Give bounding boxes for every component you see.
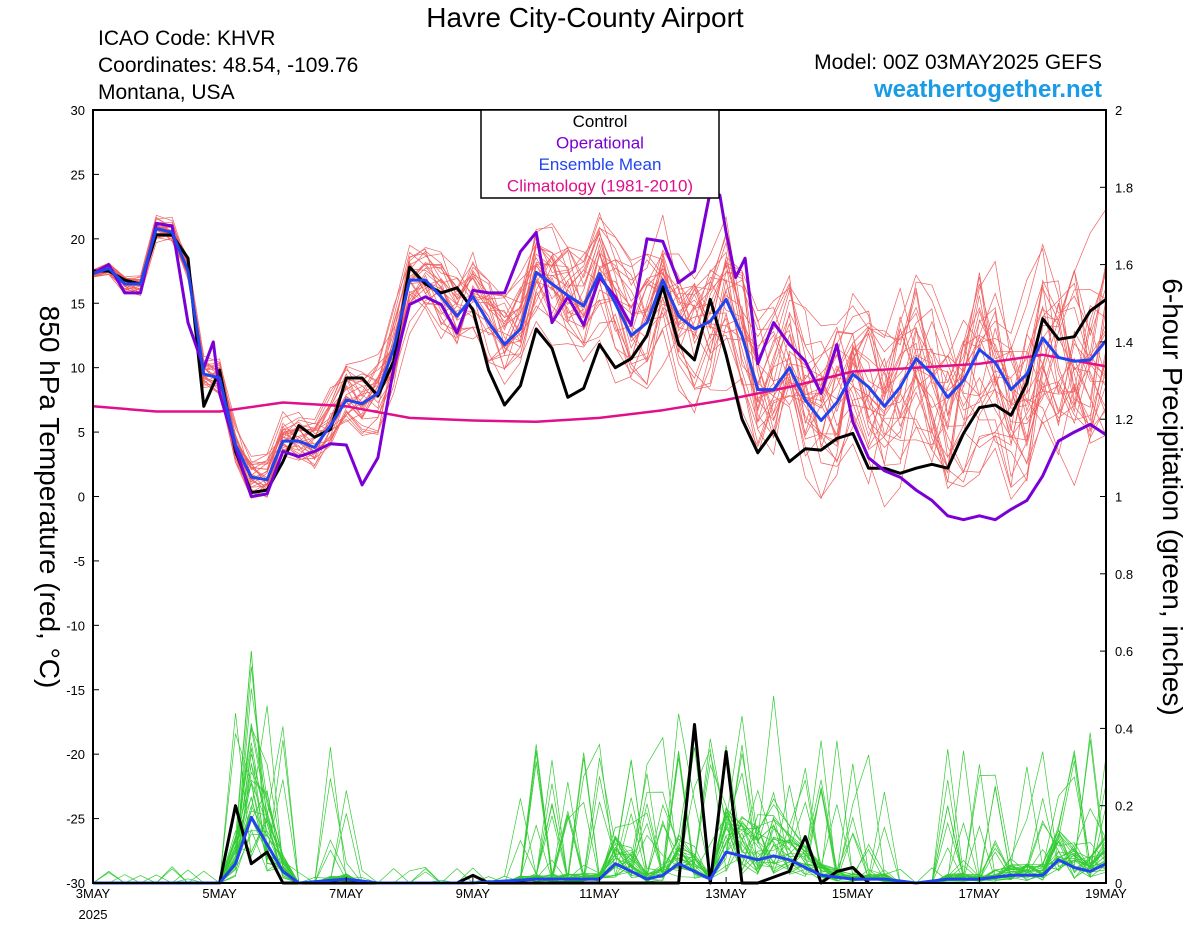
y2-tick-label: 0 bbox=[1115, 876, 1122, 891]
y2-tick-label: 1.6 bbox=[1115, 258, 1133, 273]
ensemble-temp-line bbox=[92, 226, 1107, 471]
legend: Control Operational Ensemble Mean Climatolo… bbox=[480, 109, 720, 199]
ensemble-temp-line bbox=[92, 216, 1107, 474]
y2-axis-label: 6-hour Precipitation (green, inches) bbox=[1157, 278, 1188, 715]
region-label: Montana, USA bbox=[98, 81, 235, 104]
y-tick-label: -25 bbox=[66, 812, 85, 827]
y2-tick-label: 0.4 bbox=[1115, 721, 1133, 736]
x-tick-label: 13MAY bbox=[705, 886, 747, 901]
x-tick-label: 9MAY bbox=[456, 886, 491, 901]
y2-tick-label: 1.4 bbox=[1115, 335, 1133, 350]
model-run-label: Model: 00Z 03MAY2025 GEFS bbox=[814, 51, 1102, 74]
coordinates: Coordinates: 48.54, -109.76 bbox=[98, 54, 359, 77]
x-tick-label: 17MAY bbox=[959, 886, 1001, 901]
ensemble-temp-line bbox=[92, 209, 1107, 508]
y-tick-label: 25 bbox=[71, 167, 85, 182]
ensemble-temp-line bbox=[92, 216, 1107, 493]
legend-entry: Climatology (1981-2010) bbox=[507, 177, 693, 196]
series-lines bbox=[92, 189, 1108, 885]
y-axis-label: 850 hPa Temperature (red, °C) bbox=[34, 306, 65, 689]
y-tick-label: 30 bbox=[71, 103, 85, 118]
ensemble-temp-line bbox=[92, 223, 1107, 490]
legend-box bbox=[480, 109, 720, 199]
ensemble-temp-line bbox=[92, 229, 1107, 499]
y-tick-label: 0 bbox=[78, 490, 85, 505]
control-precip-line bbox=[93, 723, 870, 885]
y2-tick-label: 2 bbox=[1115, 103, 1122, 118]
x-tick-label: 11MAY bbox=[579, 886, 620, 901]
climatology-1981-2010-temp-line bbox=[92, 353, 1107, 424]
y-tick-label: -20 bbox=[66, 747, 85, 762]
ensemble-mean-precip-line bbox=[93, 815, 1107, 885]
y2-tick-label: 0.8 bbox=[1115, 567, 1133, 582]
x-tick-label: 5MAY bbox=[202, 886, 237, 901]
axes: 302520151050-5-10-15-20-25-3021.81.61.41… bbox=[66, 103, 1133, 922]
y-tick-label: -30 bbox=[66, 876, 85, 891]
ensemble-temp-line bbox=[93, 225, 1107, 489]
x-tick-label: 19MAY bbox=[1085, 886, 1127, 901]
y-tick-label: -10 bbox=[66, 618, 85, 633]
y-tick-label: 15 bbox=[71, 296, 85, 311]
y-tick-label: -5 bbox=[73, 554, 85, 569]
y-tick-label: 20 bbox=[71, 232, 85, 247]
page-title: Havre City-County Airport bbox=[426, 2, 744, 33]
legend-entry: Ensemble Mean bbox=[539, 155, 662, 174]
ensemble-mean-temp-line bbox=[92, 227, 1108, 482]
x-tick-year-label: 2025 bbox=[79, 907, 108, 922]
icao-code: ICAO Code: KHVR bbox=[98, 27, 276, 50]
x-tick-label: 7MAY bbox=[329, 886, 364, 901]
y-tick-label: -15 bbox=[66, 683, 85, 698]
y2-tick-label: 1.8 bbox=[1115, 180, 1133, 195]
y2-tick-label: 1.2 bbox=[1115, 412, 1133, 427]
x-tick-label: 15MAY bbox=[832, 886, 874, 901]
y2-tick-label: 0.6 bbox=[1115, 644, 1133, 659]
legend-entry: Control bbox=[573, 112, 628, 131]
ensemble-temp-line bbox=[92, 222, 1107, 482]
control-temp-line bbox=[93, 233, 1107, 495]
x-tick-label: 3MAY bbox=[76, 886, 111, 901]
plot-frame bbox=[92, 109, 1107, 884]
y-tick-label: 5 bbox=[78, 425, 85, 440]
y2-tick-label: 1 bbox=[1115, 490, 1122, 505]
y-tick-label: 10 bbox=[71, 361, 85, 376]
site-link[interactable]: weathertogether.net bbox=[873, 76, 1102, 103]
ensemble-precip-line bbox=[93, 749, 1107, 884]
legend-entry: Operational bbox=[556, 134, 644, 153]
y2-tick-label: 0.2 bbox=[1115, 799, 1133, 814]
ensemble-member-lines bbox=[92, 209, 1107, 884]
